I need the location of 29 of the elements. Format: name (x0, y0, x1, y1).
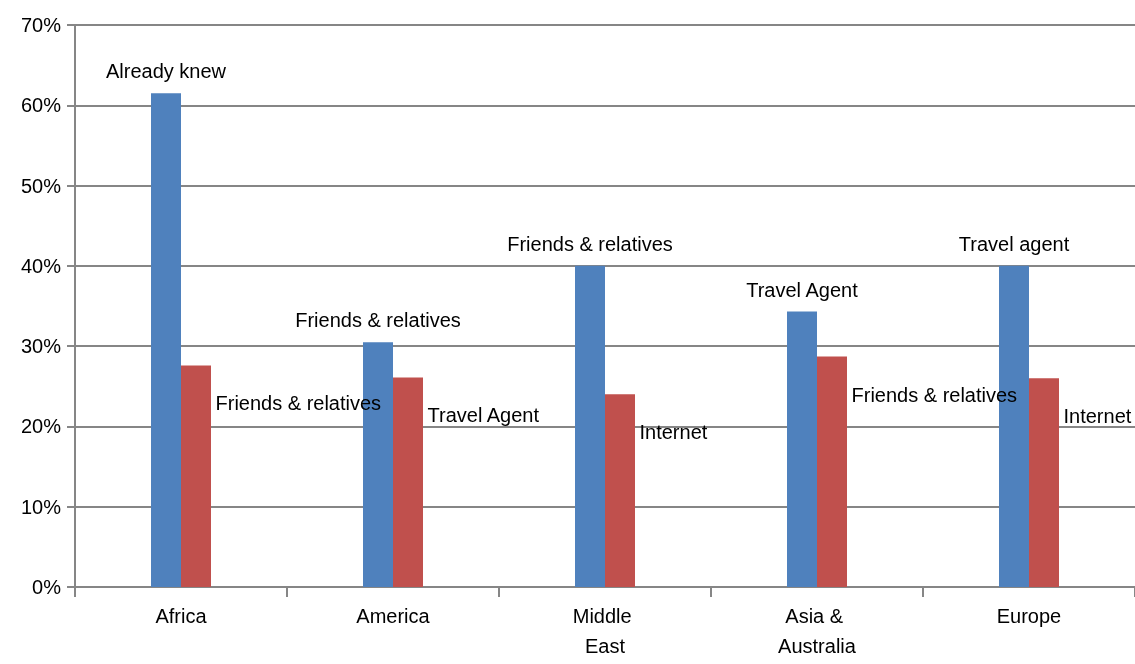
x-tick-label: Middle East (572, 605, 638, 657)
bar (575, 265, 605, 587)
y-tick-label: 40% (20, 254, 62, 277)
annotation: Internet (639, 421, 708, 444)
annotation: Travel Agent (746, 278, 859, 301)
bar (181, 365, 211, 587)
annotation: Travel Agent (427, 404, 540, 427)
bar (1029, 378, 1059, 587)
x-tick-label: Europe (996, 605, 1062, 627)
x-tick-label: America (356, 605, 431, 627)
bar (151, 93, 181, 587)
y-tick-label: 60% (20, 94, 62, 117)
y-tick-label: 30% (20, 335, 62, 358)
x-tick-label: Africa (155, 605, 208, 627)
annotation: Friends & relatives (295, 309, 461, 332)
annotation: Travel agent (958, 232, 1070, 255)
bar (605, 394, 635, 587)
y-tick-label: 20% (20, 415, 62, 438)
annotation: Already knew (105, 60, 227, 83)
annotation: Internet (1063, 405, 1132, 428)
x-tick-label: Asia & Australia (778, 605, 857, 657)
bar (787, 311, 817, 587)
bar (393, 377, 423, 587)
y-tick-label: 0% (32, 576, 62, 598)
annotation: Friends & relatives (507, 232, 673, 255)
y-tick-label: 70% (20, 14, 62, 36)
y-tick-label: 10% (20, 495, 62, 518)
y-tick-label: 50% (20, 174, 62, 197)
bar (817, 356, 847, 587)
